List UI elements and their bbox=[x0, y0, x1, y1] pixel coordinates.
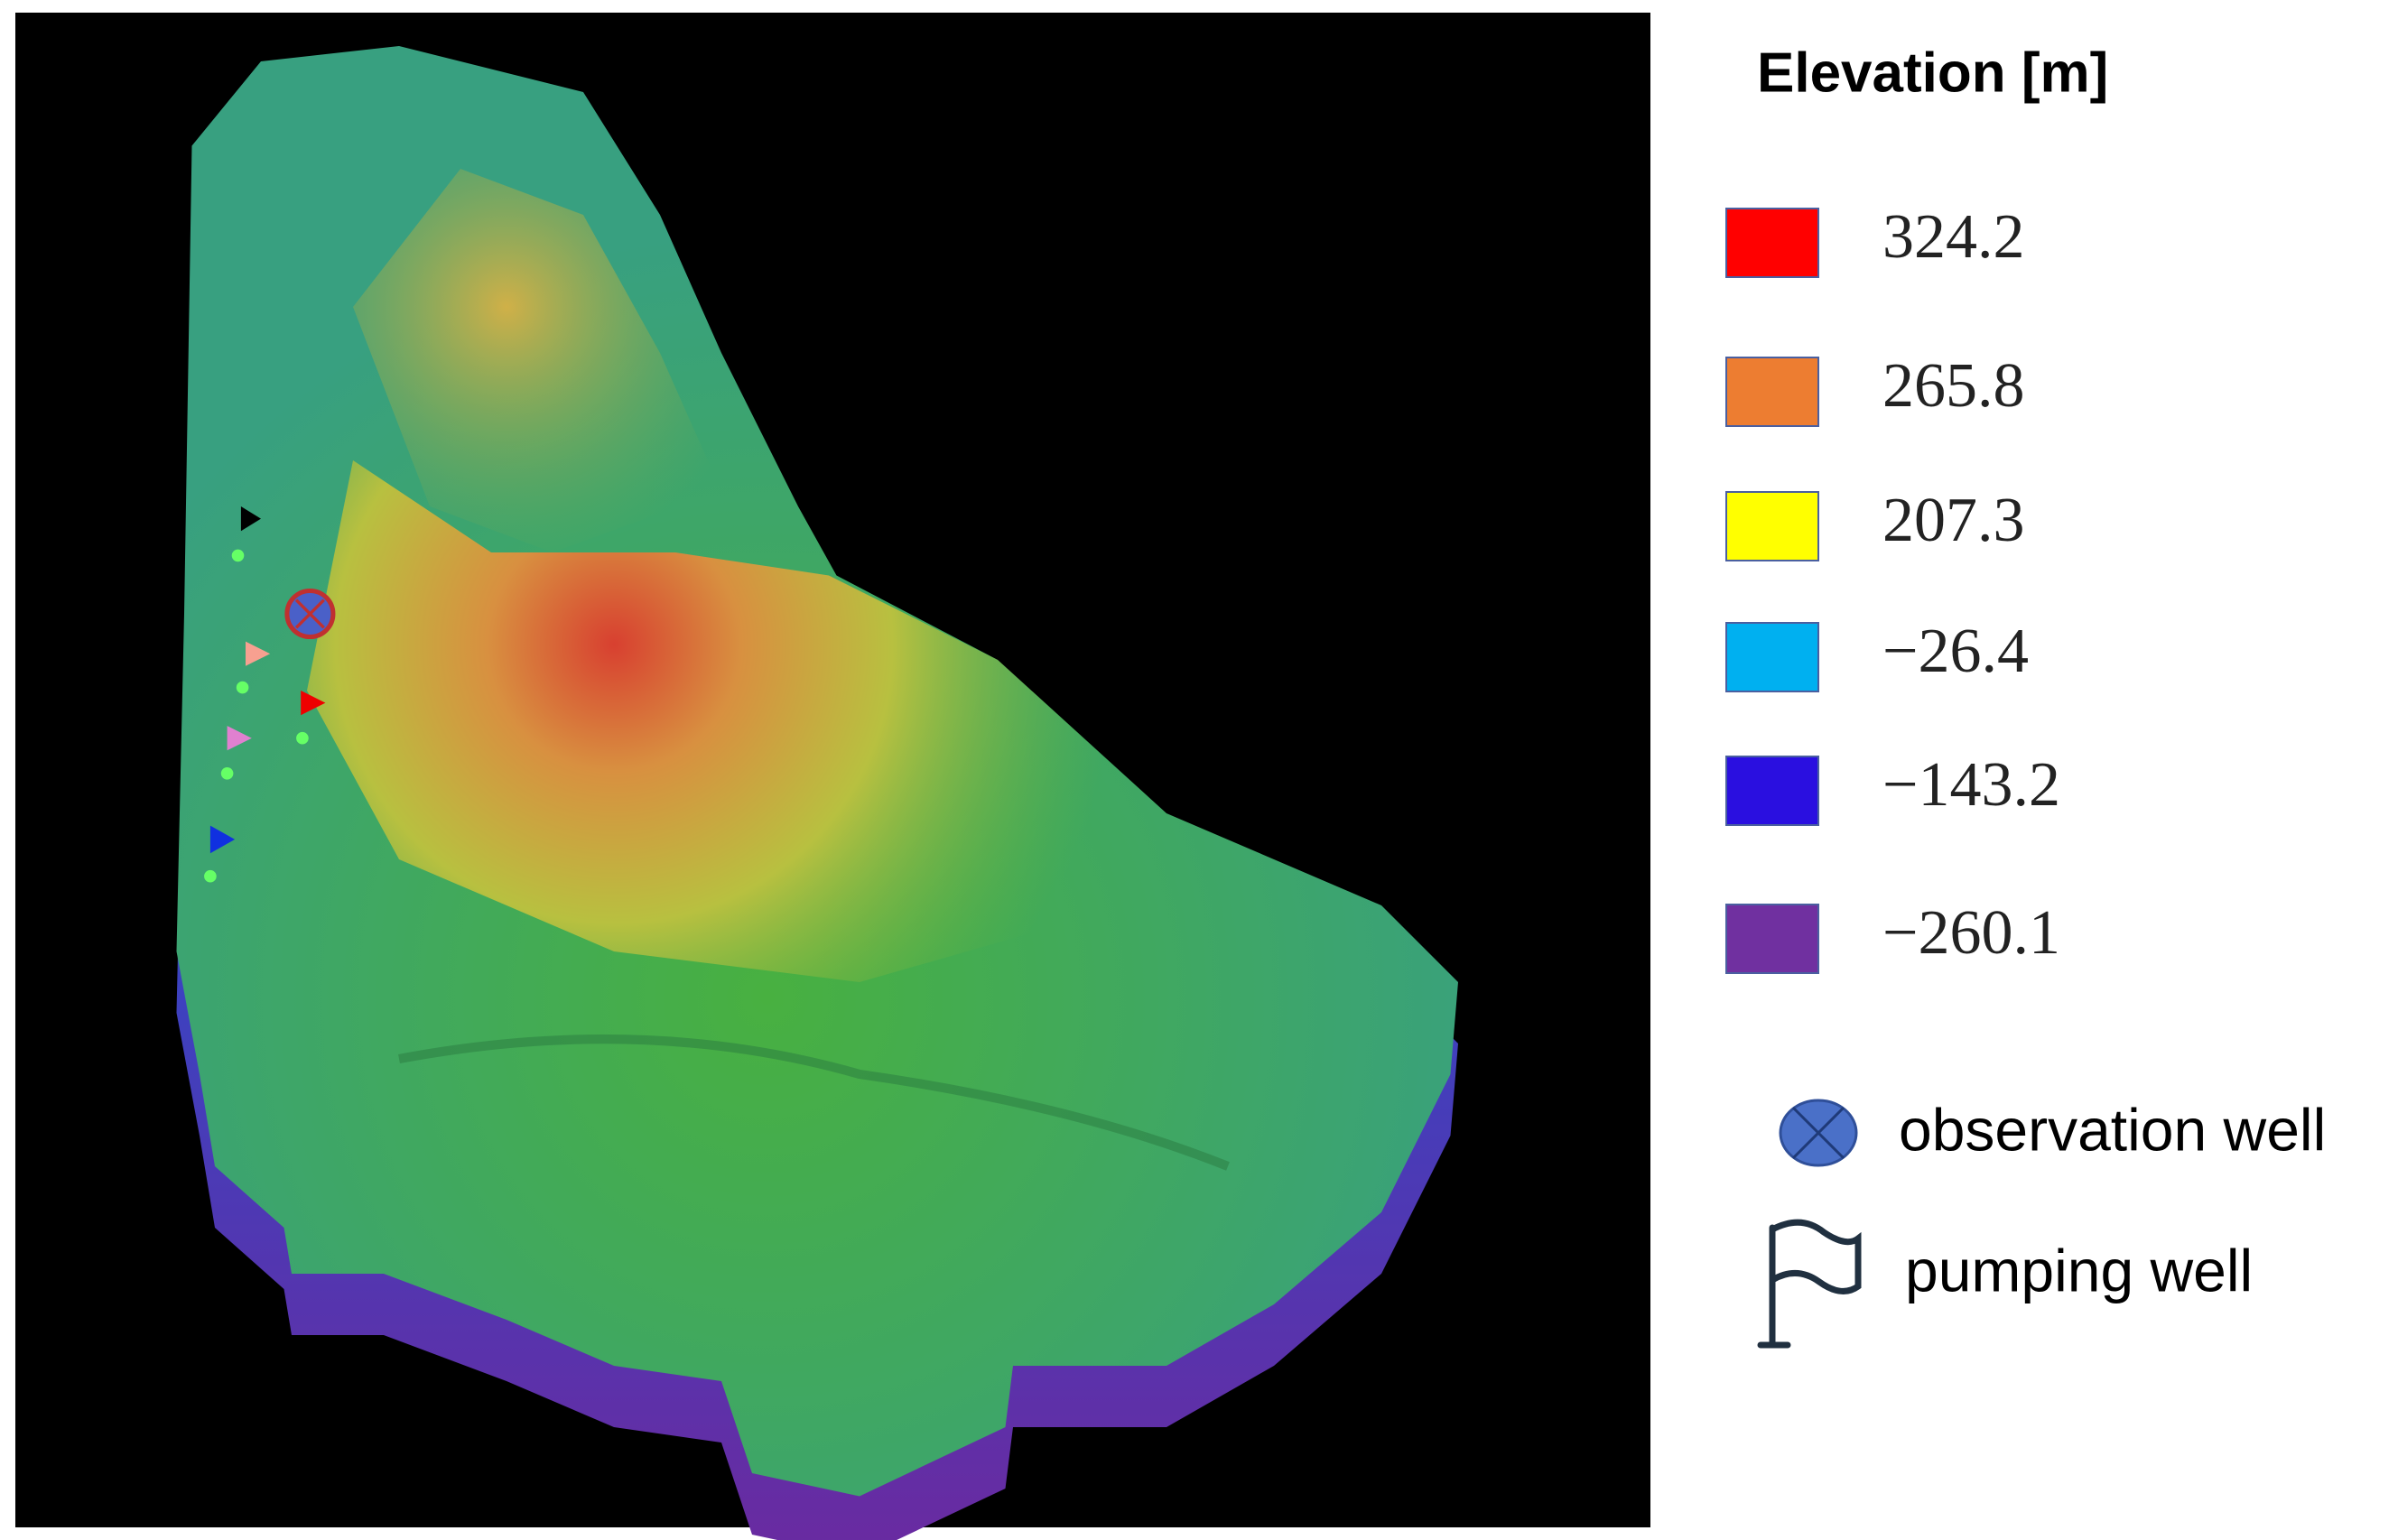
legend-value: −26.4 bbox=[1882, 617, 2029, 686]
legend-swatch bbox=[1725, 904, 1819, 974]
well-point bbox=[204, 869, 217, 883]
legend-value: 207.3 bbox=[1882, 486, 2025, 555]
legend-title: Elevation [m] bbox=[1757, 42, 2108, 104]
legend-value: −260.1 bbox=[1882, 898, 2060, 968]
legend-value: 265.8 bbox=[1882, 351, 2025, 421]
terrain-ridge bbox=[353, 169, 721, 552]
legend-swatch bbox=[1725, 756, 1819, 826]
pumping-well-marker bbox=[246, 641, 271, 666]
pumping-well-icon bbox=[1757, 1219, 1862, 1349]
legend-swatch bbox=[1725, 622, 1819, 692]
terrain-model bbox=[176, 46, 1459, 1540]
observation-well-cross bbox=[294, 598, 325, 629]
terrain-high bbox=[307, 460, 1166, 982]
legend-swatch bbox=[1725, 208, 1819, 278]
legend-value: −143.2 bbox=[1882, 750, 2060, 820]
pumping-well-label: pumping well bbox=[1905, 1237, 2253, 1303]
pumping-well-marker bbox=[240, 506, 261, 532]
well-point bbox=[231, 549, 245, 562]
pumping-well-marker bbox=[227, 726, 252, 751]
legend-value: 324.2 bbox=[1882, 202, 2025, 272]
well-point bbox=[220, 767, 234, 780]
observation-well-icon-cross bbox=[1791, 1106, 1845, 1160]
well-point bbox=[296, 731, 309, 745]
observation-well-label: observation well bbox=[1899, 1096, 2326, 1163]
legend: 324.2 265.8 207.3 −26.4 −143.2 −260.1 bbox=[1725, 202, 2060, 974]
valley-shade bbox=[398, 1034, 1230, 1171]
legend-swatch bbox=[1725, 357, 1819, 427]
well-markers bbox=[204, 506, 336, 883]
pumping-well-marker bbox=[209, 825, 236, 854]
legend-swatch bbox=[1725, 491, 1819, 561]
pumping-well-marker bbox=[301, 691, 326, 716]
well-point bbox=[236, 681, 249, 694]
